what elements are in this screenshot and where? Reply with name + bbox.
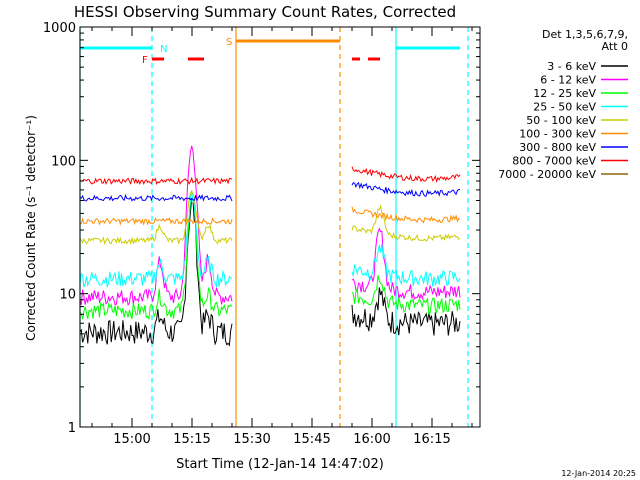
legend-label: 12 - 25 keV (533, 87, 596, 100)
x-tick-label: 16:00 (353, 432, 390, 447)
legend-label: 100 - 300 keV (519, 128, 596, 141)
y-tick-label: 1 (68, 421, 76, 436)
series-line (351, 287, 461, 336)
flag-label: F (142, 55, 148, 66)
series-line (351, 275, 461, 316)
y-tick-label: 100 (51, 154, 76, 169)
plot-frame (79, 26, 481, 428)
series-line (351, 204, 461, 242)
y-axis-label: Corrected Count Rate (s⁻¹ detector⁻¹) (24, 115, 38, 341)
series-line (351, 206, 461, 224)
series-line (79, 199, 233, 321)
series-line (351, 181, 460, 197)
legend-label: 7000 - 20000 keV (498, 168, 596, 181)
data-layer: N F S (79, 27, 469, 427)
x-tick-label: 16:15 (413, 432, 450, 447)
footer-date: 12-Jan-2014 20:25 (561, 469, 636, 478)
series-line (351, 227, 461, 301)
series-line (79, 191, 233, 289)
flag-label: N (160, 44, 167, 55)
legend-label: 6 - 12 keV (540, 74, 596, 87)
x-tick-label: 15:30 (233, 432, 270, 447)
x-axis-label: Start Time (12-Jan-14 14:47:02) (176, 457, 384, 472)
legend-label: 300 - 800 keV (519, 141, 596, 154)
y-tick-label: 10 (59, 288, 76, 303)
chart-title: HESSI Observing Summary Count Rates, Cor… (74, 3, 456, 21)
series-line (79, 189, 233, 246)
legend-label: 50 - 100 keV (526, 114, 596, 127)
legend-title-line: Det 1,3,5,6,7,9, (542, 28, 628, 41)
series-line (351, 244, 461, 287)
series-line (79, 176, 233, 186)
flag-label: S (226, 37, 232, 48)
legend-label: 3 - 6 keV (547, 60, 596, 73)
x-tick-label: 15:00 (113, 432, 150, 447)
y-tick-label: 1000 (43, 21, 76, 36)
legend-label: 25 - 50 keV (533, 101, 596, 114)
series-line (79, 193, 233, 202)
legend-title-line: Att 0 (602, 40, 628, 53)
x-tick-label: 15:45 (293, 432, 330, 447)
x-tick-label: 15:15 (173, 432, 210, 447)
series-line (79, 216, 233, 226)
axes-layer: 1 10 100 1000 15:00 15:15 15:30 15:45 16:00 16:15 (43, 21, 481, 447)
series-line (79, 198, 233, 347)
legend-label: 800 - 7000 keV (512, 155, 596, 168)
series-line (351, 166, 461, 183)
